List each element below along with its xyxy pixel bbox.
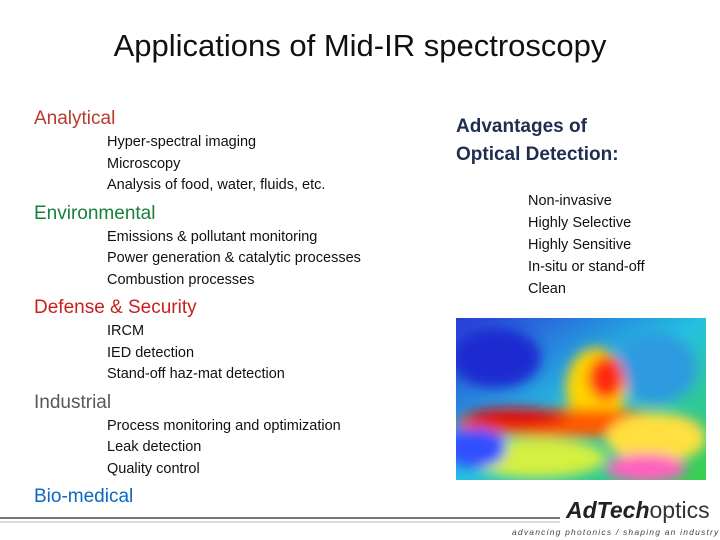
advantage-item: In-situ or stand-off xyxy=(528,259,645,275)
section-heading: Defense & Security xyxy=(34,297,197,318)
section-item: Power generation & catalytic processes xyxy=(107,250,361,266)
logo: AdTechoptics xyxy=(566,497,710,524)
logo-name: AdTech xyxy=(566,497,650,523)
section-item: Leak detection xyxy=(107,439,202,455)
section-item: Hyper-spectral imaging xyxy=(107,134,257,150)
advantage-item: Highly Selective xyxy=(528,215,632,231)
section-heading: Industrial xyxy=(34,391,112,413)
advantages-heading: Optical Detection: xyxy=(456,144,619,165)
section-item: IRCM xyxy=(107,323,145,339)
section-heading: Environmental xyxy=(34,202,156,224)
section-item: Quality control xyxy=(107,460,200,477)
section-item: Process monitoring and optimization xyxy=(107,417,341,434)
thermal-image xyxy=(456,318,706,480)
section-item: Stand-off haz-mat detection xyxy=(107,366,285,382)
section-item: Emissions & pollutant monitoring xyxy=(107,228,318,245)
section-item: IED detection xyxy=(107,344,195,361)
section-heading: Bio-medical xyxy=(34,486,134,507)
section-item: Microscopy xyxy=(107,155,181,172)
logo-tagline: advancing photonics / shaping an industr… xyxy=(512,527,720,537)
slide-title: Applications of Mid-IR spectroscopy xyxy=(113,28,607,63)
advantage-item: Non-invasive xyxy=(528,193,612,209)
section-item: Combustion processes xyxy=(107,271,255,288)
advantage-item: Clean xyxy=(528,281,566,297)
section-heading: Analytical xyxy=(34,108,116,129)
advantage-item: Highly Sensitive xyxy=(528,237,632,253)
logo-suffix: optics xyxy=(649,497,710,523)
advantages-heading: Advantages of xyxy=(456,116,587,137)
section-item: Analysis of food, water, fluids, etc. xyxy=(107,177,326,193)
